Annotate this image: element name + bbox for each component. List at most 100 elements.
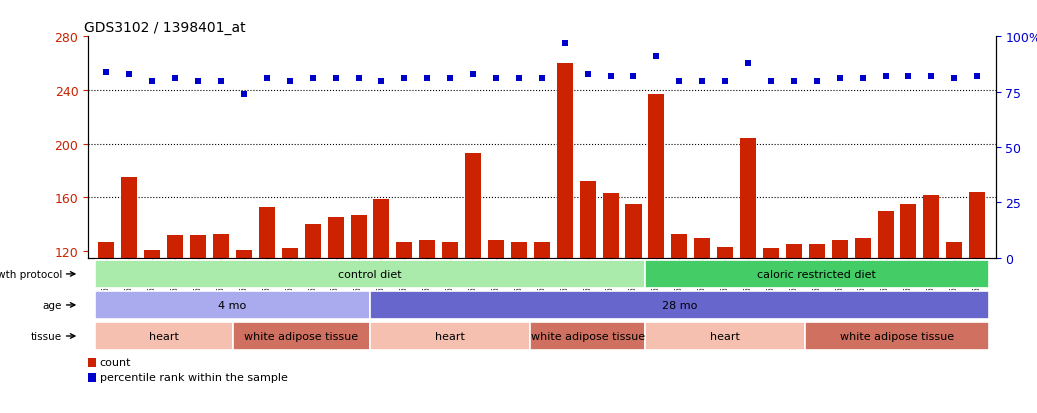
Text: tissue: tissue xyxy=(31,331,62,341)
Point xyxy=(396,76,413,83)
Point xyxy=(328,76,344,83)
Bar xyxy=(259,207,275,412)
Point xyxy=(671,78,688,85)
Bar xyxy=(373,199,390,412)
Text: 4 mo: 4 mo xyxy=(219,300,247,310)
Bar xyxy=(530,322,645,351)
Point xyxy=(258,76,275,83)
Point xyxy=(762,78,779,85)
Bar xyxy=(99,242,114,412)
Point xyxy=(213,78,229,85)
Text: percentile rank within the sample: percentile rank within the sample xyxy=(100,373,287,382)
Point xyxy=(809,78,825,85)
Bar xyxy=(645,322,806,351)
Point xyxy=(557,40,573,47)
Point xyxy=(144,78,161,85)
Bar xyxy=(465,154,481,412)
Bar xyxy=(923,195,940,412)
Point xyxy=(487,76,504,83)
Bar xyxy=(351,215,366,412)
Bar xyxy=(282,249,298,412)
Bar xyxy=(328,218,343,412)
Bar xyxy=(946,242,962,412)
Bar xyxy=(190,235,206,412)
Point xyxy=(373,78,390,85)
Bar xyxy=(645,260,988,289)
Bar xyxy=(763,249,779,412)
Bar xyxy=(95,260,645,289)
Text: white adipose tissue: white adipose tissue xyxy=(244,331,359,341)
Point xyxy=(510,76,527,83)
Point xyxy=(969,74,985,80)
Point xyxy=(580,71,596,78)
Bar xyxy=(854,238,871,412)
Point xyxy=(648,54,665,60)
Bar xyxy=(95,322,232,351)
Text: heart: heart xyxy=(710,331,740,341)
Bar xyxy=(167,235,184,412)
Text: GDS3102 / 1398401_at: GDS3102 / 1398401_at xyxy=(84,21,245,35)
Point xyxy=(99,69,115,76)
Bar xyxy=(370,322,530,351)
Point xyxy=(832,76,848,83)
Text: growth protocol: growth protocol xyxy=(0,269,62,279)
Bar xyxy=(370,291,988,320)
Bar xyxy=(694,238,710,412)
Bar xyxy=(970,192,985,412)
Bar xyxy=(832,241,847,412)
Point xyxy=(602,74,619,80)
Bar xyxy=(625,204,642,412)
Text: age: age xyxy=(43,300,62,310)
Point xyxy=(900,74,917,80)
Point xyxy=(854,76,871,83)
Point xyxy=(739,60,756,67)
Bar xyxy=(88,373,96,382)
Bar xyxy=(396,242,413,412)
Bar xyxy=(95,291,370,320)
Bar xyxy=(121,178,138,412)
Bar xyxy=(900,204,917,412)
Bar xyxy=(232,322,370,351)
Bar xyxy=(305,225,320,412)
Bar xyxy=(602,194,619,412)
Point xyxy=(534,76,551,83)
Point xyxy=(717,78,733,85)
Point xyxy=(877,74,894,80)
Bar xyxy=(488,241,504,412)
Text: caloric restricted diet: caloric restricted diet xyxy=(757,269,876,279)
Point xyxy=(923,74,940,80)
Bar xyxy=(718,247,733,412)
Bar xyxy=(534,242,550,412)
Bar xyxy=(806,322,988,351)
Point xyxy=(465,71,481,78)
Bar xyxy=(648,95,665,412)
Point xyxy=(946,76,962,83)
Point xyxy=(235,91,252,98)
Bar xyxy=(213,234,229,412)
Text: white adipose tissue: white adipose tissue xyxy=(840,331,954,341)
Point xyxy=(305,76,321,83)
Text: heart: heart xyxy=(436,331,466,341)
Point xyxy=(419,76,436,83)
Point xyxy=(694,78,710,85)
Bar xyxy=(442,242,458,412)
Bar xyxy=(877,211,894,412)
Point xyxy=(167,76,184,83)
Point xyxy=(190,78,206,85)
Point xyxy=(786,78,803,85)
Point xyxy=(121,71,138,78)
Bar xyxy=(557,64,572,412)
Bar xyxy=(144,250,161,412)
Point xyxy=(442,76,458,83)
Text: white adipose tissue: white adipose tissue xyxy=(531,331,645,341)
Bar xyxy=(88,358,96,367)
Bar xyxy=(511,242,527,412)
Text: 28 mo: 28 mo xyxy=(662,300,697,310)
Text: control diet: control diet xyxy=(338,269,401,279)
Bar xyxy=(419,241,436,412)
Point xyxy=(351,76,367,83)
Text: heart: heart xyxy=(149,331,178,341)
Bar xyxy=(236,250,252,412)
Point xyxy=(281,78,298,85)
Bar xyxy=(740,139,756,412)
